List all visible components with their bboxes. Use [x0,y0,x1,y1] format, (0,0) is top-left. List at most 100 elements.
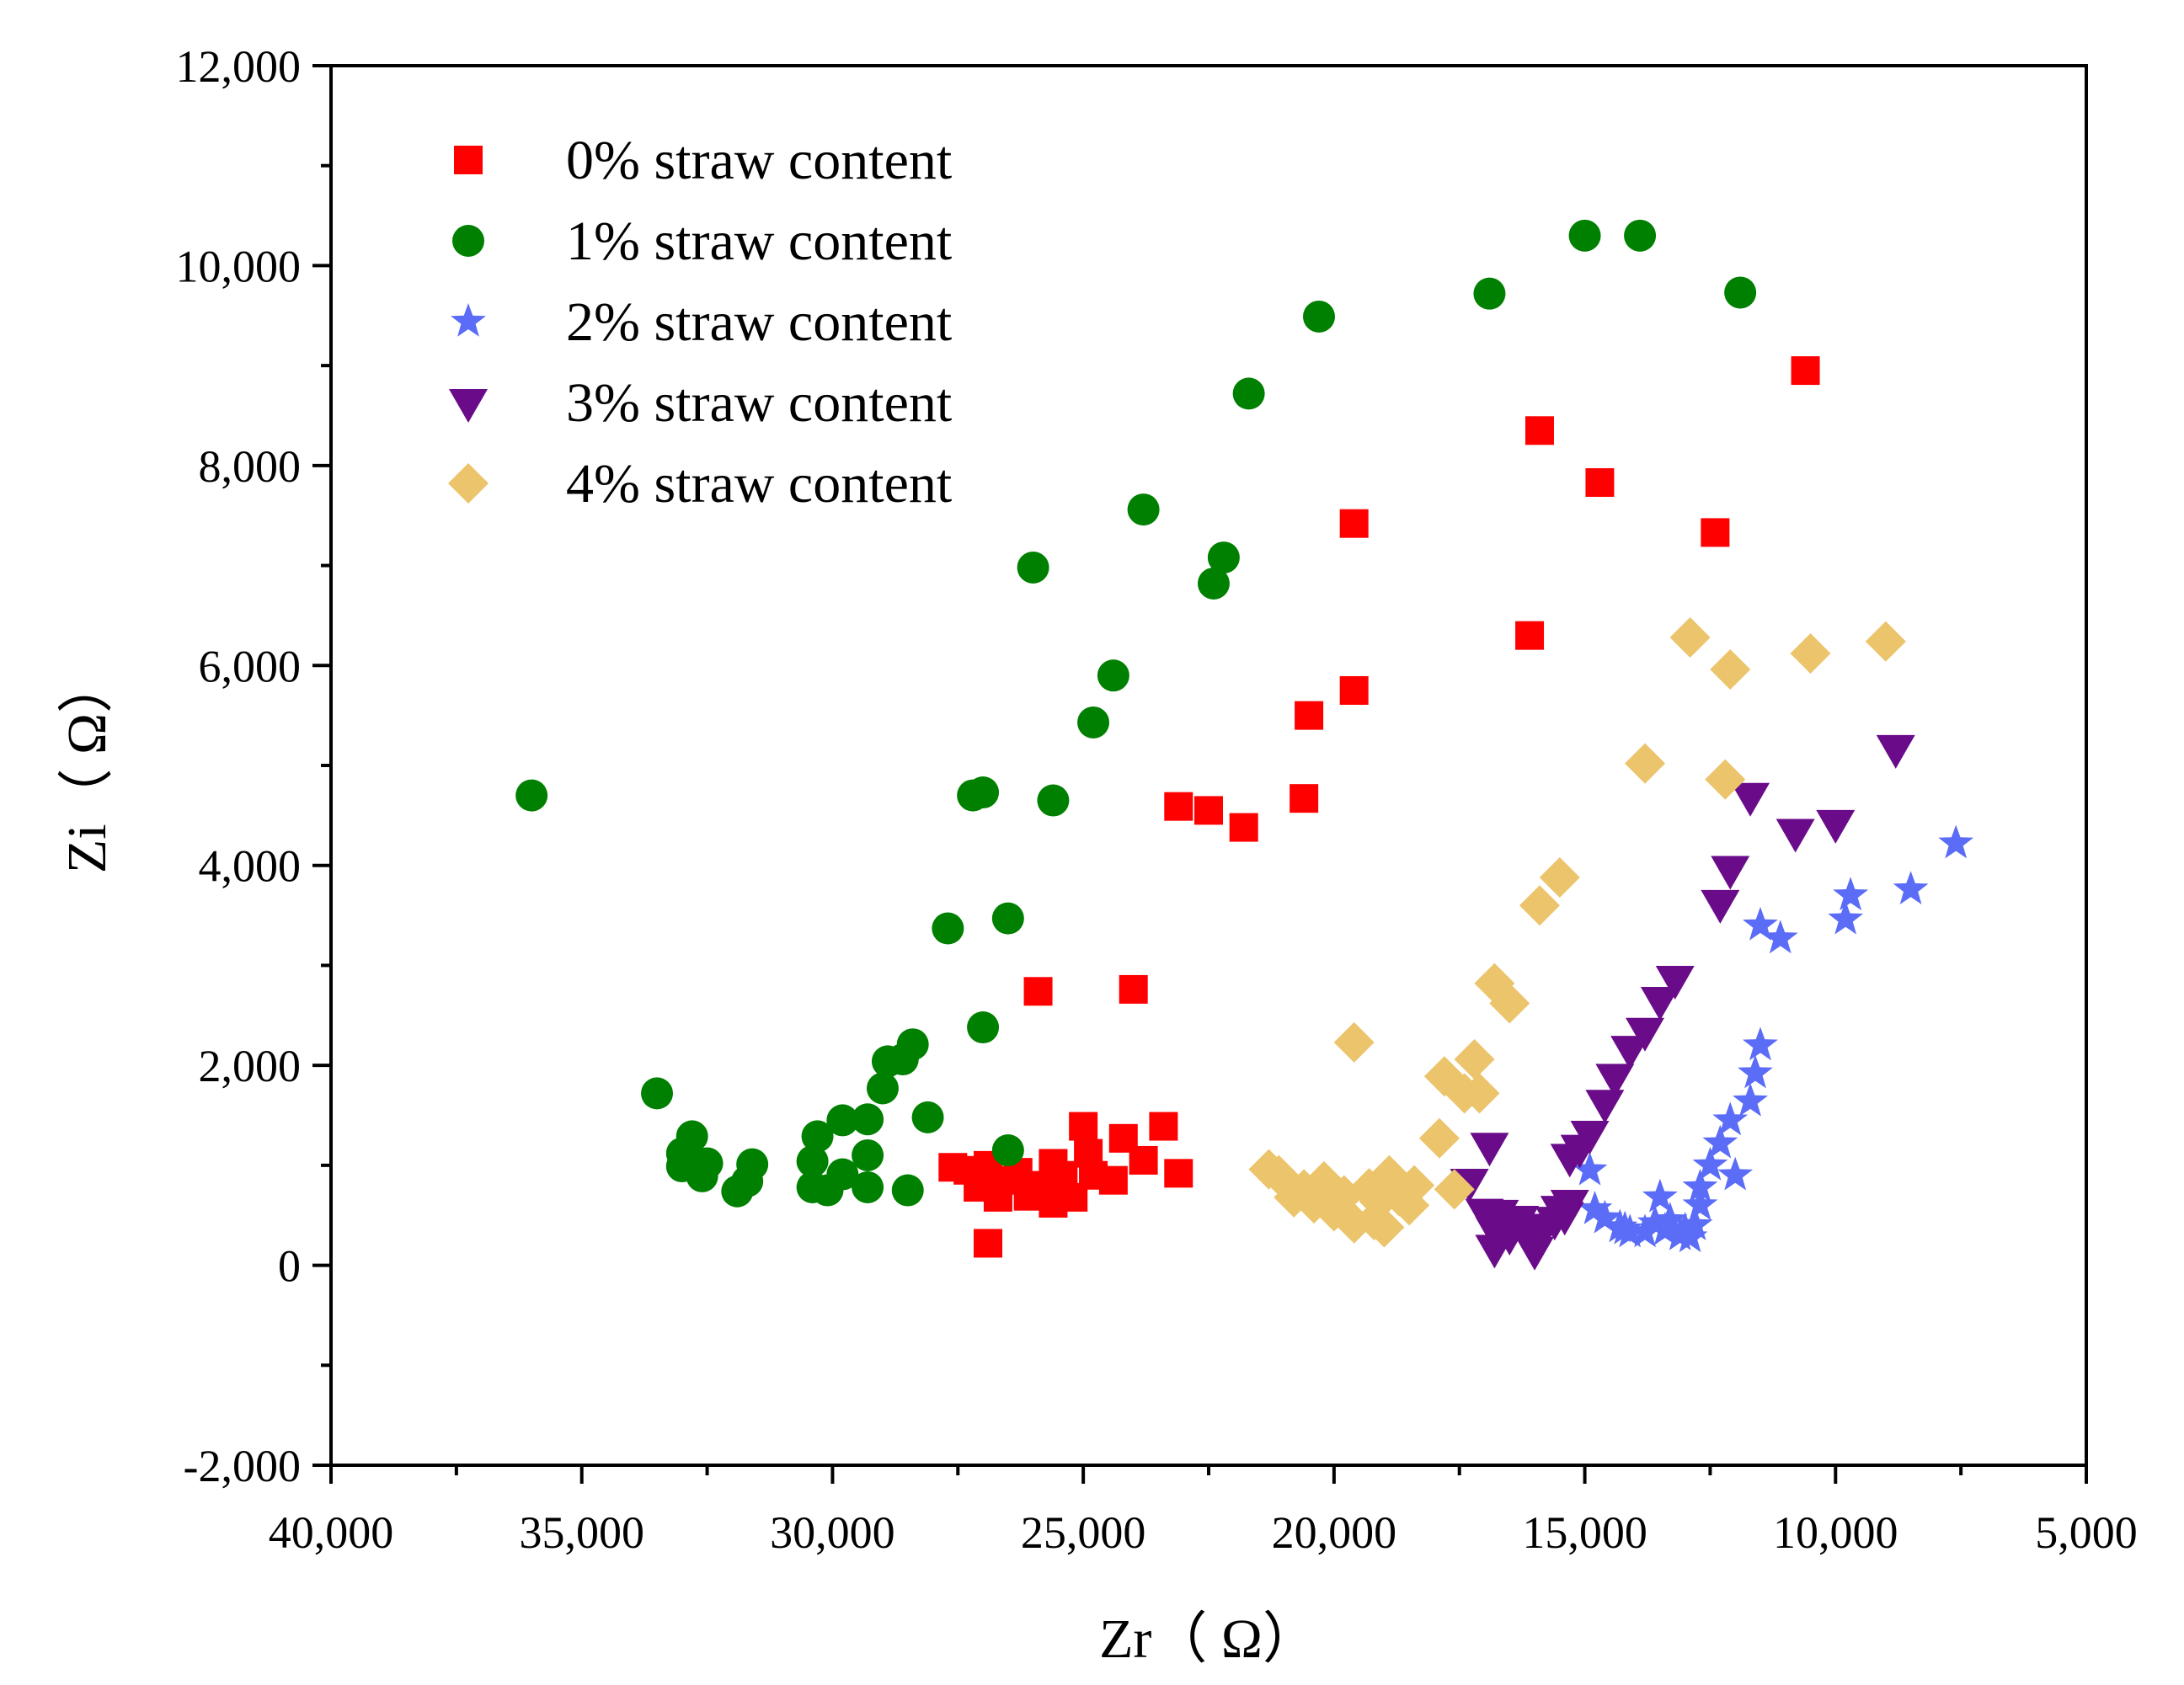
data-point [1677,1207,1713,1240]
data-point [1627,1213,1663,1248]
data-point [1692,1146,1728,1181]
x-tick-label: 35,000 [519,1507,644,1558]
data-point [1712,1101,1749,1136]
series-1 [515,219,1757,1208]
data-point [911,1101,944,1133]
data-point [1480,1199,1519,1234]
data-point [1017,551,1049,584]
data-point [1710,649,1751,691]
data-point [1731,782,1770,817]
data-point [515,779,548,812]
data-point [991,1134,1024,1167]
data-point [1610,1036,1650,1070]
data-point [852,1138,884,1171]
data-point [866,1072,899,1105]
x-tick-label: 30,000 [770,1507,895,1558]
data-point [1098,1165,1128,1195]
data-point [1743,906,1778,941]
y-tick-label: 4,000 [199,841,302,892]
series-0 [938,356,1820,1258]
data-point [1077,706,1110,739]
data-point [1074,1138,1103,1168]
data-point [1515,621,1545,650]
data-point [1705,759,1746,800]
data-point [1625,743,1666,784]
data-point [967,1011,1000,1044]
data-point [1577,1191,1613,1224]
data-point [1339,675,1369,705]
data-point [1595,1064,1635,1098]
data-point [1434,1169,1475,1210]
series-2 [1572,824,1974,1253]
data-point [991,902,1024,935]
data-point [1607,1210,1643,1245]
data-point [1876,734,1915,769]
data-point [891,1174,924,1207]
data-point [1339,509,1369,538]
legend-marker [449,389,488,423]
data-point [1550,1144,1589,1178]
data-point [932,912,964,945]
data-point [1474,962,1515,1004]
x-tick-label: 5,000 [2035,1507,2138,1558]
data-point [1540,1196,1579,1230]
data-point [1865,621,1906,662]
legend-marker [454,146,483,174]
data-point [1232,377,1265,410]
data-point [964,1172,993,1202]
data-point [1568,219,1601,252]
legend-label: 4% straw content [566,453,952,515]
x-axis-title: Zr（ Ω） [1099,1608,1318,1670]
data-point [1164,1159,1193,1188]
legend: 0% straw content 1% straw content 2% straw… [448,130,952,515]
legend-marker [451,303,486,337]
data-point [1129,1145,1158,1175]
data-point [1626,1017,1665,1052]
data-point [1389,1185,1430,1226]
data-point [1572,1151,1608,1186]
legend-label: 1% straw content [566,211,952,272]
data-point [1717,1156,1754,1191]
y-axis-title: Zi（ Ω） [56,658,118,873]
data-point [641,1077,674,1110]
y-tick-label: -2,000 [184,1441,301,1491]
data-point [1790,633,1831,675]
data-point [1743,1026,1778,1061]
data-point [796,1145,829,1178]
legend-label: 2% straw content [566,291,952,353]
data-point [1119,974,1148,1004]
data-point [1149,1112,1178,1141]
y-tick-label: 2,000 [199,1041,302,1091]
data-point [871,1045,904,1078]
y-tick-label: 8,000 [199,441,302,492]
data-point [852,1170,884,1203]
data-point [1642,1178,1678,1213]
data-point [686,1160,718,1192]
data-point [967,776,1000,809]
y-tick-label: 0 [278,1241,301,1292]
data-point [826,1104,859,1137]
data-points [515,219,1974,1271]
data-point [1637,1204,1673,1239]
data-point [1585,468,1615,498]
data-point [1470,1133,1509,1167]
data-point [1585,1090,1625,1124]
data-point [1207,541,1240,574]
data-point [852,1103,884,1136]
y-tick-label: 10,000 [176,241,302,291]
data-point [1587,1199,1623,1234]
x-tick-label: 15,000 [1522,1507,1647,1558]
legend-label: 0% straw content [566,130,952,191]
data-point [1893,871,1929,904]
legend-marker [448,463,489,504]
data-point [1938,824,1974,859]
data-point [1290,784,1319,813]
plot-frame [329,64,2088,1467]
data-point [974,1229,1003,1258]
data-point [721,1175,754,1208]
data-point [1333,1021,1375,1063]
tick-labels: 40,000 35,000 30,000 25,000 20,000 15,000 10,0… [176,41,2138,1558]
data-point [1701,889,1740,924]
